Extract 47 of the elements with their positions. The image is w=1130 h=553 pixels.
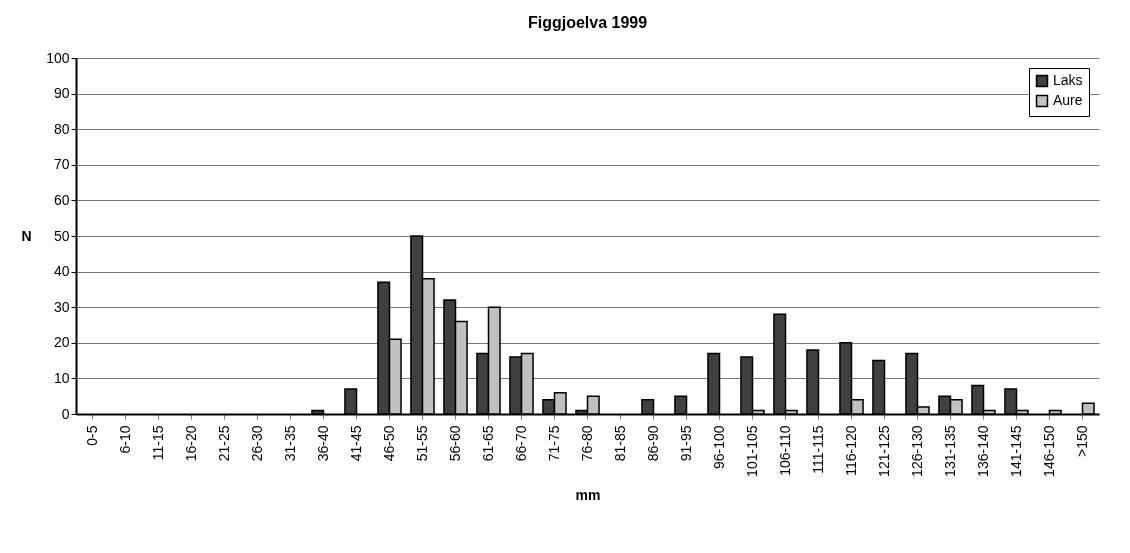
x-axis-title: mm [575, 486, 601, 503]
x-tick-label: 51-55 [413, 425, 430, 462]
x-tick-label: 36-40 [314, 425, 331, 462]
legend-label: Laks [1053, 72, 1083, 88]
y-tick-label: 70 [53, 156, 70, 173]
y-tick-label: 80 [53, 120, 70, 137]
x-tick-label: 56-60 [446, 425, 463, 462]
y-tick-label: 100 [46, 49, 70, 66]
y-tick-label: 50 [53, 227, 70, 244]
y-tick-label: 30 [53, 298, 70, 315]
x-tick-label: 106-110 [776, 425, 793, 476]
x-tick-label: 116-120 [842, 425, 859, 476]
y-tick-label: 10 [53, 369, 70, 386]
x-tick-label: 126-130 [908, 425, 925, 477]
x-tick-label: 141-145 [1007, 425, 1024, 477]
chart-title: Figgjoelva 1999 [527, 14, 648, 31]
legend-label: Aure [1053, 92, 1083, 108]
y-tick-label: 0 [61, 405, 70, 422]
x-tick-label: 91-95 [677, 425, 694, 462]
x-tick-label: 11-15 [149, 425, 166, 461]
x-tick-label: 31-35 [281, 425, 298, 462]
y-tick-label: 40 [53, 263, 70, 280]
y-tick-label: 20 [53, 334, 70, 351]
x-tick-label: 16-20 [182, 425, 199, 462]
x-tick-label: 0-5 [83, 425, 100, 446]
x-tick-label: 71-75 [545, 425, 562, 462]
x-tick-label: 66-70 [512, 425, 529, 462]
x-tick-label: 146-150 [1040, 425, 1057, 477]
x-tick-label: 96-100 [710, 425, 727, 470]
x-tick-label: 61-65 [479, 425, 496, 462]
x-tick-label: 101-105 [743, 425, 760, 477]
x-tick-label: 46-50 [380, 425, 397, 462]
x-tick-label: 76-80 [578, 425, 595, 462]
x-tick-label: 136-140 [974, 425, 991, 477]
x-tick-label: 131-135 [941, 425, 958, 477]
x-tick-label: 6-10 [116, 425, 133, 454]
x-tick-label: 111-115 [809, 425, 826, 474]
x-tick-label: 121-125 [875, 425, 892, 477]
x-tick-label: >150 [1073, 425, 1090, 458]
y-axis-title: N [21, 227, 32, 244]
y-tick-label: 90 [53, 85, 70, 102]
x-tick-label: 41-45 [347, 425, 364, 462]
x-tick-label: 26-30 [248, 425, 265, 462]
y-tick-label: 60 [53, 191, 70, 208]
x-tick-label: 86-90 [644, 425, 661, 462]
x-tick-label: 21-25 [215, 425, 232, 462]
x-tick-label: 81-85 [611, 425, 628, 462]
